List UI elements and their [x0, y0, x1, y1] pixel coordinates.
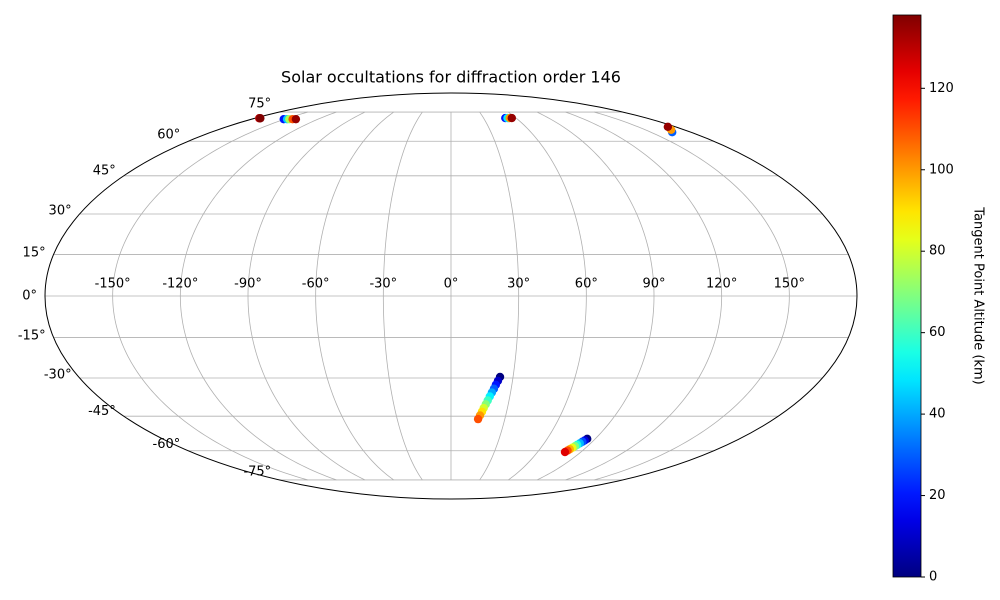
x-tick-label: 150°	[774, 277, 805, 292]
chart-title: Solar occultations for diffraction order…	[281, 68, 621, 87]
colorbar-tick-label: 20	[929, 488, 946, 503]
colorbar-tick-label: 120	[929, 81, 954, 96]
grid-line	[247, 111, 366, 481]
x-tick-label: 120°	[706, 277, 737, 292]
grid-line	[315, 111, 394, 481]
grid-line	[565, 111, 723, 481]
grid-line	[479, 111, 520, 481]
y-tick-label: 15°	[23, 245, 46, 260]
grid-line	[508, 111, 587, 481]
point	[473, 414, 483, 424]
map-boundary	[44, 92, 858, 500]
x-tick-label: 60°	[575, 277, 598, 292]
y-tick-label: 0°	[22, 289, 37, 304]
y-tick-label: 30°	[49, 203, 72, 218]
y-tick-label: 60°	[157, 127, 180, 142]
x-tick-label: -60°	[302, 277, 330, 292]
grid-line	[112, 111, 308, 481]
colorbar-tick-label: 80	[929, 244, 946, 259]
grid-line	[594, 111, 790, 481]
point	[507, 113, 517, 123]
colorbar-tick-label: 60	[929, 325, 946, 340]
y-tick-label: -60°	[153, 437, 181, 452]
grid-line	[179, 111, 337, 481]
x-tick-label: 30°	[507, 277, 530, 292]
point	[256, 114, 265, 123]
grid-line	[382, 111, 423, 481]
colorbar-tick-label: 100	[929, 162, 954, 177]
colorbar-label: Tangent Point Altitude (km)	[971, 206, 986, 384]
y-tick-label: -15°	[18, 328, 46, 343]
colorbar	[892, 14, 922, 578]
colorbar-tick-label: 40	[929, 407, 946, 422]
y-tick-label: 75°	[248, 97, 271, 112]
points	[255, 113, 677, 457]
x-tick-label: -30°	[369, 277, 397, 292]
x-tick-label: 90°	[642, 277, 665, 292]
y-tick-label: -45°	[88, 404, 116, 419]
y-tick-label: -30°	[44, 367, 72, 382]
x-tick-label: -120°	[162, 277, 198, 292]
colorbar-tick-label: 0	[929, 570, 937, 585]
x-tick-label: -150°	[95, 277, 131, 292]
grid	[45, 111, 857, 481]
point	[663, 122, 673, 132]
point	[560, 447, 570, 457]
x-tick-label: -90°	[234, 277, 262, 292]
y-tick-label: 45°	[93, 164, 116, 179]
point	[291, 114, 301, 124]
x-tick-label: 0°	[444, 277, 459, 292]
grid-line	[536, 111, 655, 481]
y-tick-label: -75°	[243, 464, 271, 479]
